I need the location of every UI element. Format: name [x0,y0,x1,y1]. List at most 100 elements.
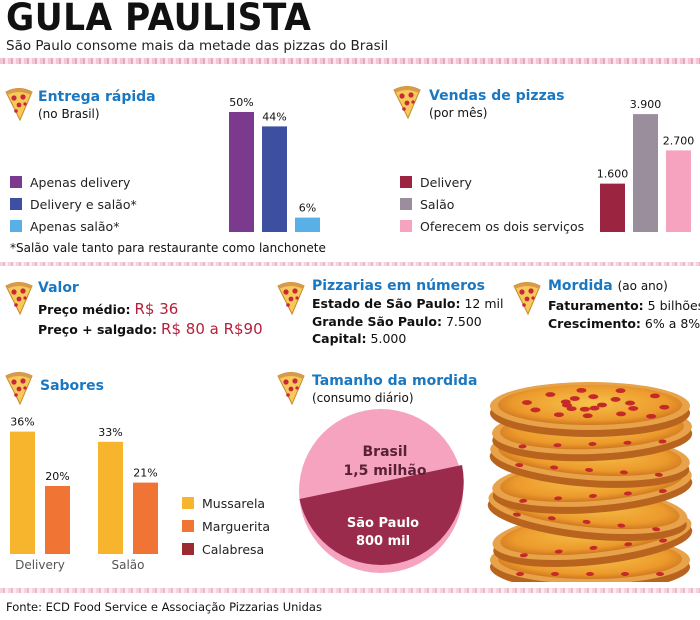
tamanho-title: Tamanho da mordida [312,373,478,389]
legend-label: Marguerita [202,518,271,534]
bar [295,217,320,232]
bar-value-label: 1.600 [597,168,629,181]
legend-item-delivery-e-salao: Delivery e salão* [10,196,137,212]
legend-label: Delivery e salão* [30,196,137,212]
pizza-slice-icon [392,84,422,120]
bar-value-label: 21% [133,467,157,480]
legend-swatch [400,176,412,188]
legend-item-oferecem-os-dois: Oferecem os dois serviços [400,218,584,234]
page-subtitle: São Paulo consome mais da metade das piz… [6,38,389,54]
top-divider [0,58,700,64]
mordida-ano-title: Mordida (ao ano) [548,278,668,294]
pizza-slice-icon [276,280,306,316]
sabores-legend: Mussarela Marguerita Calabresa [182,495,270,557]
legend-swatch [10,220,22,232]
vendas-legend: Delivery Salão Oferecem os dois serviços [400,174,584,234]
pie-value-brasil: 1,5 milhão [344,463,427,479]
legend-label: Oferecem os dois serviços [420,218,585,234]
entrega-bar-chart: 50% 44% 6% [229,96,320,232]
legend-label: Apenas delivery [30,174,131,190]
pie-label-sao-paulo: São Paulo [347,516,419,531]
bar [666,150,691,232]
mordida-ano-row: Faturamento: 5 bilhões [548,298,700,313]
legend-label: Delivery [420,174,472,190]
bar-value-label: 3.900 [630,98,662,111]
pizzarias-row-value: 12 mil [464,296,504,311]
tamanho-subtitle: (consumo diário) [312,391,414,405]
legend-item-apenas-delivery: Apenas delivery [10,174,137,190]
bar [98,441,123,554]
preco-salgado-label: Preço + salgado: [38,322,158,337]
legend-label: Calabresa [202,541,265,557]
entrega-legend: Apenas delivery Delivery e salão* Apenas… [10,174,137,234]
legend-item-salao: Salão [400,196,584,212]
preco-medio-label: Preço médio: [38,302,131,317]
bar-value-label: 36% [10,416,34,429]
pizza-slice-icon [4,280,34,316]
pizzarias-row-label: Capital: [312,331,367,346]
pizzarias-row-label: Grande São Paulo: [312,314,442,329]
vendas-subtitle: (por mês) [429,106,488,120]
bar-value-label: 6% [299,202,316,215]
pizzarias-row-label: Estado de São Paulo: [312,296,461,311]
pizza-stack-illustration [487,382,693,582]
mordida-ano-subtitle: (ao ano) [617,279,668,293]
legend-item-mussarela: Mussarela [182,495,270,511]
mordida-ano-row: Crescimento: 6% a 8% [548,316,700,331]
legend-swatch [182,543,194,555]
entrega-title: Entrega rápida [38,89,156,105]
page-title: GULA PAULISTA [6,0,312,39]
pizza-slice-icon [4,370,34,406]
legend-item-calabresa: Calabresa [182,541,270,557]
bottom-divider [0,588,700,593]
bar-value-label: 50% [229,96,253,109]
bar [133,482,158,554]
bar [229,112,254,232]
bar [262,126,287,232]
legend-swatch [400,220,412,232]
bar-value-label: 44% [262,110,286,123]
preco-medio: Preço médio: R$ 36 [38,300,178,318]
mordida-ano-row-value: 6% a 8% [644,316,700,331]
valor-title: Valor [38,280,79,296]
legend-item-marguerita: Marguerita [182,518,270,534]
legend-swatch [182,497,194,509]
mordida-ano-title-text: Mordida [548,278,613,294]
bar [633,114,658,232]
mordida-pie-chart: Brasil 1,5 milhão São Paulo 800 mil [299,409,464,573]
sabores-bar-chart: 36% 20% Delivery 33% 21% Salão [10,416,158,572]
legend-item-delivery: Delivery [400,174,584,190]
sabores-title: Sabores [40,378,104,394]
bar [10,431,35,554]
bar [45,486,70,554]
bar-value-label: 2.700 [663,134,695,147]
vendas-bar-chart: 1.600 3.900 2.700 [597,98,695,232]
legend-item-apenas-salao: Apenas salão* [10,218,137,234]
source-note: Fonte: ECD Food Service e Associação Piz… [6,600,322,614]
bar [600,183,625,232]
mordida-ano-row-value: 5 bilhões [647,298,700,313]
pizza-layer [490,382,690,437]
vendas-title: Vendas de pizzas [429,88,565,104]
pizza-slice-icon [512,280,542,316]
legend-swatch [182,520,194,532]
legend-swatch [400,198,412,210]
pie-slice-sao-paulo [299,465,464,565]
pizzarias-row: Grande São Paulo: 7.500 [312,314,482,329]
category-label: Delivery [15,558,65,572]
pizzarias-row: Capital: 5.000 [312,331,406,346]
category-label: Salão [112,558,145,572]
pizza-slice-icon [4,86,34,122]
preco-salgado-value: R$ 80 a R$90 [161,320,263,338]
entrega-subtitle: (no Brasil) [38,107,100,121]
pizzarias-row: Estado de São Paulo: 12 mil [312,296,503,311]
mordida-ano-row-label: Faturamento: [548,298,644,313]
preco-medio-value: R$ 36 [134,300,179,318]
salao-footnote: *Salão vale tanto para restaurante como … [10,241,326,255]
pie-label-brasil: Brasil [363,444,408,460]
legend-swatch [10,176,22,188]
pizzarias-row-value: 7.500 [445,314,482,329]
legend-label: Mussarela [202,495,266,511]
legend-label: Salão [420,196,455,212]
mordida-ano-row-label: Crescimento: [548,316,641,331]
